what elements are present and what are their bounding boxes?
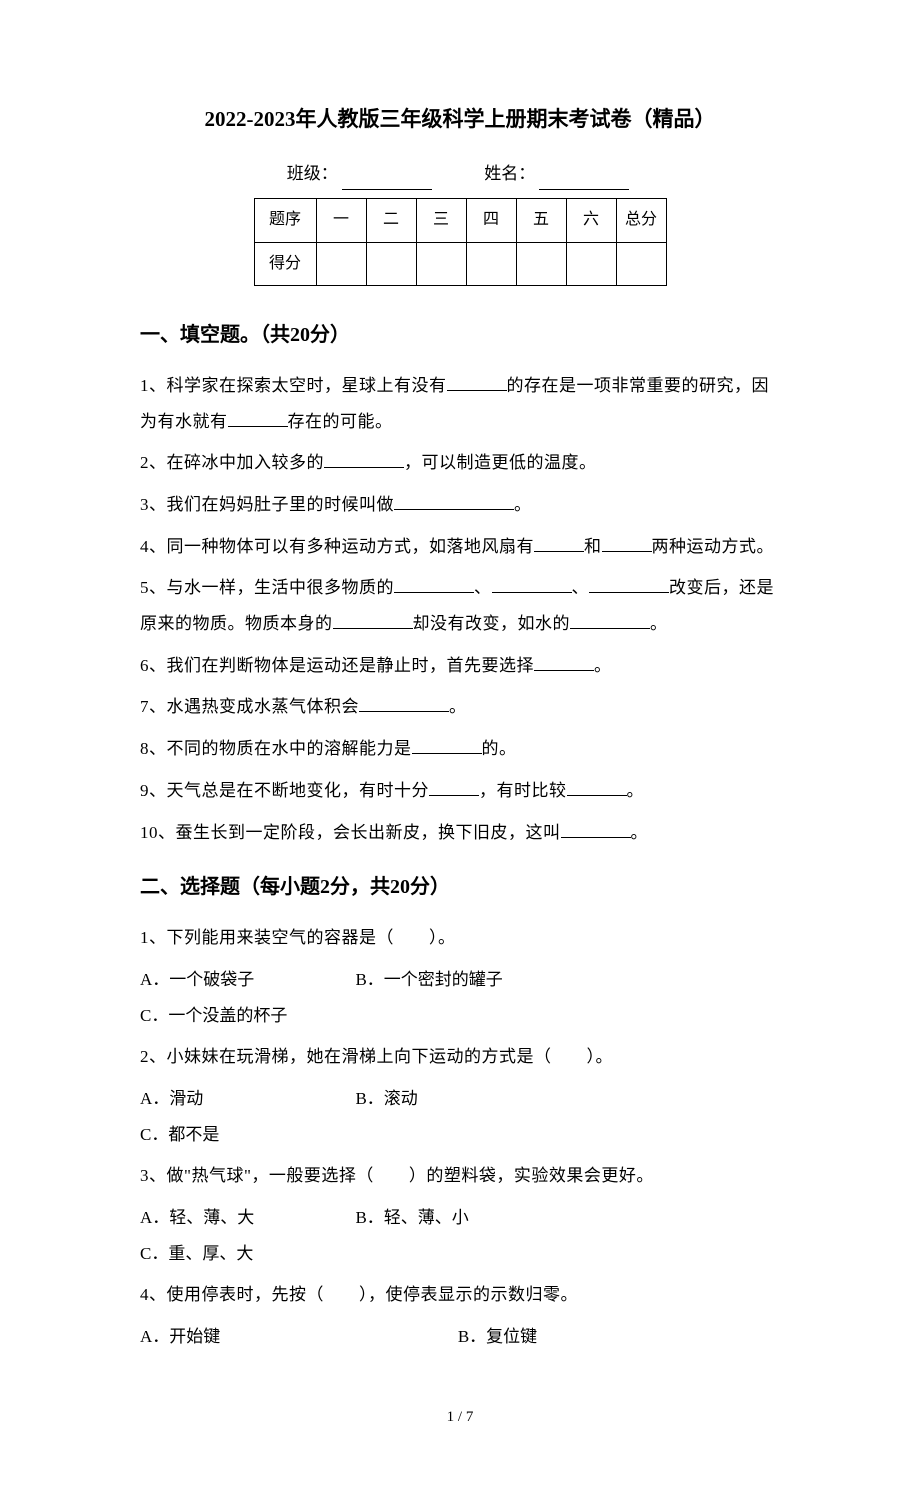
option-b: B．轻、薄、小 (355, 1200, 566, 1236)
fill-blank[interactable] (567, 777, 627, 796)
q-text: 5、与水一样，生活中很多物质的 (140, 578, 394, 597)
q-text: 存在的可能。 (288, 412, 393, 431)
q-text: 。 (631, 823, 649, 842)
option-a: A．滑动 (140, 1081, 351, 1117)
s1-q3: 3、我们在妈妈肚子里的时候叫做 。 (140, 487, 780, 523)
q-text: ，有时比较 (479, 781, 567, 800)
s2-q2: 2、小妹妹在玩滑梯，她在滑梯上向下运动的方式是（ ）。 (140, 1039, 780, 1075)
cell-score-total[interactable] (616, 242, 666, 285)
cell-score-4[interactable] (466, 242, 516, 285)
s1-q10: 10、蚕生长到一定阶段，会长出新皮，换下旧皮，这叫 。 (140, 815, 780, 851)
fill-blank[interactable] (394, 575, 474, 594)
q-text: 。 (627, 781, 645, 800)
s2-q3: 3、做"热气球"，一般要选择（ ）的塑料袋，实验效果会更好。 (140, 1158, 780, 1194)
fill-blank[interactable] (447, 372, 507, 391)
q-text: 2、在碎冰中加入较多的 (140, 453, 324, 472)
name-blank[interactable] (539, 189, 629, 190)
exam-title: 2022-2023年人教版三年级科学上册期末考试卷（精品） (140, 100, 780, 140)
q-text: 。 (514, 495, 532, 514)
option-a: A．一个破袋子 (140, 962, 351, 998)
q-text: 两种运动方式。 (652, 537, 775, 556)
s2-q1: 1、下列能用来装空气的容器是（ ）。 (140, 920, 780, 956)
q-text: 的。 (482, 739, 517, 758)
q-text: 1、科学家在探索太空时，星球上有没有 (140, 376, 447, 395)
cell-score-6[interactable] (566, 242, 616, 285)
option-c: C．一个没盖的杯子 (140, 998, 351, 1034)
s2-q4: 4、使用停表时，先按（ ），使停表显示的示数归零。 (140, 1277, 780, 1313)
q-text: 、 (572, 578, 590, 597)
option-c: C．重、厚、大 (140, 1236, 351, 1272)
q-text: 7、水遇热变成水蒸气体积会 (140, 697, 359, 716)
s1-q5: 5、与水一样，生活中很多物质的、、改变后，还是原来的物质。物质本身的却没有改变，… (140, 570, 780, 641)
option-a: A．轻、薄、大 (140, 1200, 351, 1236)
cell-score-1[interactable] (316, 242, 366, 285)
fill-blank[interactable] (534, 652, 594, 671)
s2-q1-options: A．一个破袋子 B．一个密封的罐子 C．一个没盖的杯子 (140, 962, 780, 1033)
section-1-heading: 一、填空题。（共20分） (140, 316, 780, 354)
q-text: 8、不同的物质在水中的溶解能力是 (140, 739, 412, 758)
s1-q7: 7、水遇热变成水蒸气体积会 。 (140, 689, 780, 725)
q-text: ，可以制造更低的温度。 (404, 453, 597, 472)
s1-q8: 8、不同的物质在水中的溶解能力是 的。 (140, 731, 780, 767)
table-row: 得分 (254, 242, 666, 285)
s1-q4: 4、同一种物体可以有多种运动方式，如落地风扇有 和 两种运动方式。 (140, 529, 780, 565)
cell-col1: 一 (316, 199, 366, 242)
q-text: 6、我们在判断物体是运动还是静止时，首先要选择 (140, 656, 534, 675)
table-row: 题序 一 二 三 四 五 六 总分 (254, 199, 666, 242)
fill-blank[interactable] (602, 533, 652, 552)
q-text: 3、我们在妈妈肚子里的时候叫做 (140, 495, 394, 514)
q-text: 4、同一种物体可以有多种运动方式，如落地风扇有 (140, 537, 534, 556)
s1-q9: 9、天气总是在不断地变化，有时十分 ，有时比较 。 (140, 773, 780, 809)
cell-score-label: 得分 (254, 242, 316, 285)
option-b: B．滚动 (355, 1081, 566, 1117)
q-text: 。 (650, 614, 668, 633)
fill-blank[interactable] (429, 777, 479, 796)
cell-col3: 三 (416, 199, 466, 242)
s2-q2-options: A．滑动 B．滚动 C．都不是 (140, 1081, 780, 1152)
fill-blank[interactable] (492, 575, 572, 594)
s1-q2: 2、在碎冰中加入较多的 ，可以制造更低的温度。 (140, 445, 780, 481)
q-text: 却没有改变，如水的 (413, 614, 571, 633)
option-b: B．一个密封的罐子 (355, 962, 566, 998)
fill-blank[interactable] (324, 450, 404, 469)
fill-blank[interactable] (394, 491, 514, 510)
class-blank[interactable] (342, 189, 432, 190)
fill-blank[interactable] (589, 575, 669, 594)
page-number: 1 / 7 (140, 1403, 780, 1432)
s2-q4-options: A．开始键 B．复位键 (140, 1319, 780, 1355)
cell-score-3[interactable] (416, 242, 466, 285)
class-name-row: 班级： 姓名： (140, 158, 780, 190)
cell-score-5[interactable] (516, 242, 566, 285)
fill-blank[interactable] (534, 533, 584, 552)
q-text: 。 (449, 697, 467, 716)
cell-col4: 四 (466, 199, 516, 242)
cell-total: 总分 (616, 199, 666, 242)
q-text: 和 (584, 537, 602, 556)
section-2-heading: 二、选择题（每小题2分，共20分） (140, 868, 780, 906)
s1-q6: 6、我们在判断物体是运动还是静止时，首先要选择 。 (140, 648, 780, 684)
cell-header: 题序 (254, 199, 316, 242)
q-text: 。 (594, 656, 612, 675)
s2-q3-options: A．轻、薄、大 B．轻、薄、小 C．重、厚、大 (140, 1200, 780, 1271)
option-b: B．复位键 (458, 1319, 772, 1355)
fill-blank[interactable] (570, 610, 650, 629)
score-table: 题序 一 二 三 四 五 六 总分 得分 (254, 198, 667, 286)
q-text: 、 (474, 578, 492, 597)
q-text: 10、蚕生长到一定阶段，会长出新皮，换下旧皮，这叫 (140, 823, 561, 842)
cell-col6: 六 (566, 199, 616, 242)
fill-blank[interactable] (561, 819, 631, 838)
s1-q1: 1、科学家在探索太空时，星球上有没有的存在是一项非常重要的研究，因为有水就有存在… (140, 368, 780, 439)
option-a: A．开始键 (140, 1319, 454, 1355)
fill-blank[interactable] (333, 610, 413, 629)
fill-blank[interactable] (228, 408, 288, 427)
class-label: 班级： (287, 164, 338, 183)
fill-blank[interactable] (359, 694, 449, 713)
fill-blank[interactable] (412, 735, 482, 754)
name-label: 姓名： (484, 164, 535, 183)
cell-score-2[interactable] (366, 242, 416, 285)
option-c: C．都不是 (140, 1117, 351, 1153)
q-text: 9、天气总是在不断地变化，有时十分 (140, 781, 429, 800)
cell-col5: 五 (516, 199, 566, 242)
cell-col2: 二 (366, 199, 416, 242)
